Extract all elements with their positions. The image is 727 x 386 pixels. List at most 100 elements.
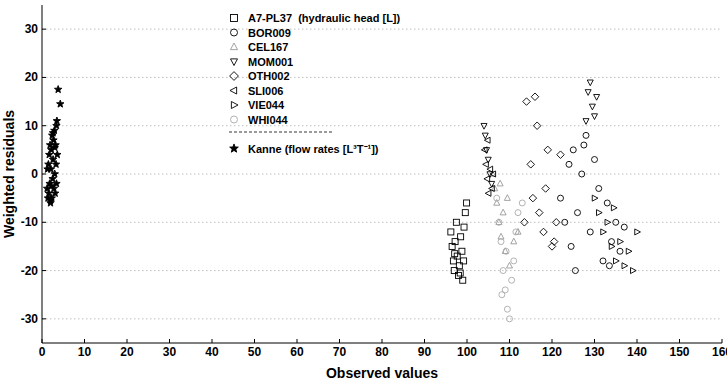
legend-label: Kanne (flow rates [L³T⁻¹]) [248,143,379,155]
y-tick [42,318,46,319]
point [57,100,64,107]
x-tick-label: 110 [500,345,520,359]
grid-line [42,77,722,78]
point [504,306,510,312]
point [533,122,541,130]
point [496,219,502,225]
point [626,248,632,254]
point [550,238,558,246]
y-tick [42,222,46,223]
y-tick [42,77,46,78]
x-tick-label: 70 [333,345,347,359]
point [587,229,593,235]
legend-label: SLI006 [248,85,283,97]
point [605,219,611,225]
point [542,185,550,193]
point [529,194,537,202]
point [490,171,496,177]
point [513,229,519,235]
legend-label: A7-PL37 (hydraulic head [L]) [248,12,401,24]
point [483,161,489,167]
legend-label: BOR009 [248,27,291,39]
grid-line [42,174,722,175]
grid-line [42,318,722,319]
point [585,90,591,96]
chart: 0102030405060708090100110120130140150160… [0,0,727,386]
point [622,263,628,269]
grid-line [42,270,722,271]
point [54,86,61,93]
grid-line [42,125,722,126]
point [51,170,58,177]
point [600,258,606,264]
x-tick [467,339,468,343]
point [509,277,515,283]
point [44,165,51,172]
legend-label: VIE044 [248,99,285,111]
y-tick-label: 30 [25,22,39,36]
point [597,210,603,216]
point [496,219,502,225]
point [52,160,59,167]
point [464,200,470,206]
point [544,146,552,154]
x-tick [84,339,85,343]
point [459,248,465,254]
legend-label: CEL167 [248,41,288,53]
y-tick [42,270,46,271]
x-tick-label: 130 [584,345,604,359]
point [481,123,487,129]
x-tick [254,339,255,343]
point [458,234,464,240]
x-tick-label: 90 [418,345,432,359]
x-tick-label: 40 [205,345,219,359]
point [494,195,500,201]
x-tick-label: 140 [627,345,647,359]
legend-marker [231,102,238,109]
legend-marker [231,15,238,22]
x-tick [42,339,43,343]
point [611,205,617,211]
point [596,185,602,191]
point [484,176,490,182]
point [579,171,585,177]
x-tick [382,339,383,343]
point [601,229,607,235]
legend-marker [231,116,238,123]
legend-label: OTH002 [248,70,290,82]
point [527,161,535,169]
point [523,98,531,106]
point [618,239,624,245]
point [462,210,468,216]
legend-marker [231,59,238,66]
point [48,182,55,189]
y-tick-label: -10 [21,215,39,229]
point [536,209,544,217]
point [531,93,539,101]
point [606,263,612,269]
legend-marker [230,144,239,152]
point [500,268,506,274]
point [558,195,564,201]
y-axis-label: Weighted residuals [1,110,17,238]
point [519,200,525,206]
point [604,200,610,206]
legend-separator [229,132,334,133]
legend-label: WHI044 [248,114,289,126]
point [617,248,623,254]
x-tick [339,339,340,343]
point [587,80,593,86]
point [503,248,509,254]
x-tick-label: 60 [290,345,304,359]
y-tick-label: 20 [25,70,39,84]
x-tick-label: 100 [457,345,477,359]
y-tick [42,29,46,30]
legend-label: MOM001 [248,56,293,68]
point [460,277,466,283]
point [452,251,458,257]
point [609,243,615,249]
point [614,258,620,264]
point [562,219,568,225]
point [51,189,58,196]
point [484,137,490,143]
